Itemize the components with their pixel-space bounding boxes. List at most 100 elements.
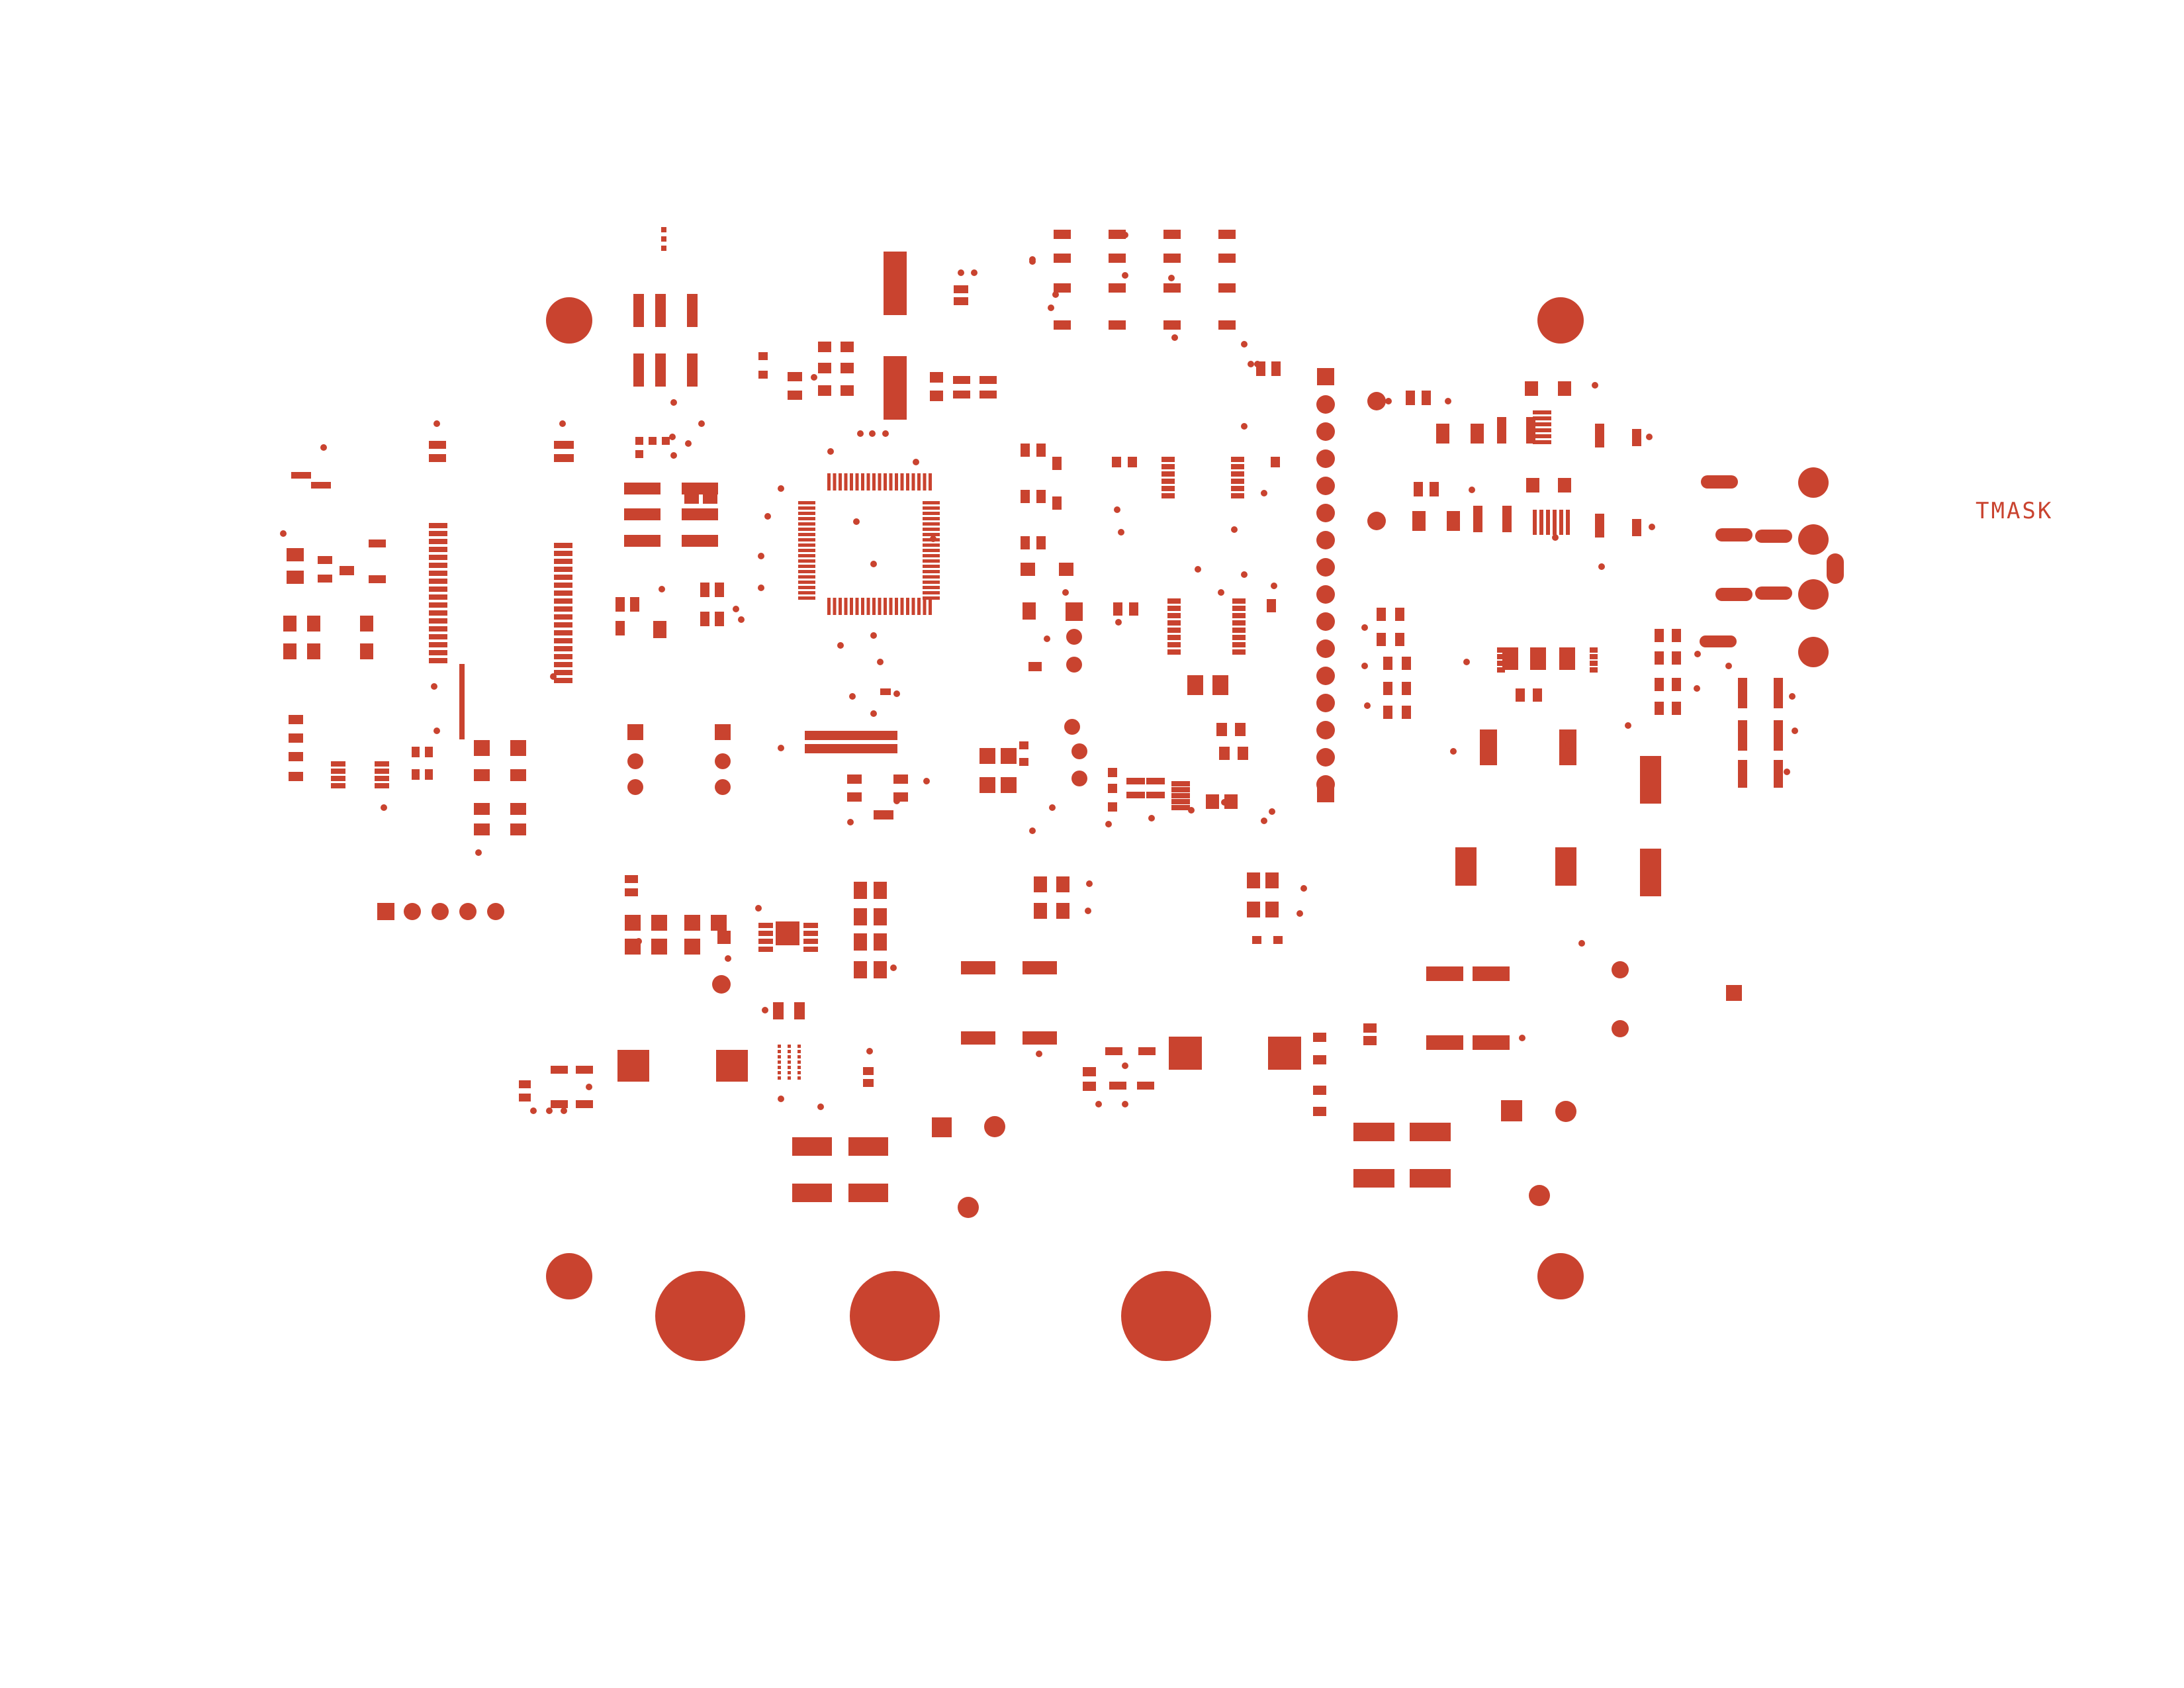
pad-104 xyxy=(1218,254,1236,263)
pad-361 xyxy=(1161,464,1175,469)
pad-230 xyxy=(624,535,660,547)
pad-124 xyxy=(291,472,311,479)
pad-357 xyxy=(1036,536,1046,549)
pad-17 xyxy=(827,473,831,491)
pad-223 xyxy=(432,903,449,920)
pad-81 xyxy=(798,570,815,573)
via xyxy=(659,586,665,592)
pad-142 xyxy=(429,586,447,592)
pad-139 xyxy=(429,563,447,568)
pad-31 xyxy=(866,473,870,491)
via xyxy=(913,459,919,465)
pad-13 xyxy=(1316,721,1335,739)
pad-523 xyxy=(1738,760,1747,788)
pad-251 xyxy=(841,342,854,352)
pad-387 xyxy=(1232,628,1246,633)
pad-555 xyxy=(1553,510,1557,535)
pad-243 xyxy=(715,583,724,597)
pad-195 xyxy=(289,733,303,743)
pad-207 xyxy=(425,747,433,757)
pad-478 xyxy=(1529,1185,1550,1206)
pad-334 xyxy=(1126,778,1145,784)
via xyxy=(1385,398,1392,404)
pad-518 xyxy=(1672,702,1681,715)
pad-280 xyxy=(879,744,888,753)
via xyxy=(893,798,900,804)
pad-458 xyxy=(1083,1067,1096,1076)
pad-246 xyxy=(758,352,768,360)
pad-3 xyxy=(1316,449,1335,468)
pad-556 xyxy=(1559,510,1563,535)
pad-335 xyxy=(1146,778,1165,784)
pad-23 xyxy=(844,473,848,491)
pad-296 xyxy=(625,915,641,931)
pad-235 xyxy=(649,437,657,445)
pad-505 xyxy=(1383,657,1392,670)
pad-162 xyxy=(554,622,572,628)
pad-259 xyxy=(979,376,997,384)
pad-199 xyxy=(331,769,345,774)
via xyxy=(1261,490,1267,496)
pad-260 xyxy=(953,391,970,399)
via xyxy=(1105,821,1112,827)
pad-546 xyxy=(1412,511,1426,531)
pad-281 xyxy=(888,744,897,753)
pad-69 xyxy=(798,538,815,541)
mounting-hole xyxy=(546,1253,592,1299)
pad-346 xyxy=(1066,602,1083,621)
pad-479 xyxy=(1612,961,1629,978)
pad-238 xyxy=(615,597,625,612)
pad-165 xyxy=(554,646,572,651)
pad-513 xyxy=(1655,651,1664,665)
pad-375 xyxy=(1167,598,1181,604)
pad-200 xyxy=(331,776,345,781)
pad-512 xyxy=(1672,629,1681,642)
pad-10 xyxy=(1316,639,1335,658)
pad-367 xyxy=(1231,464,1244,469)
pad-131 xyxy=(559,420,566,427)
via xyxy=(1062,589,1069,596)
pad-92 xyxy=(923,596,940,600)
pad-494 xyxy=(1497,667,1505,673)
pad-536 xyxy=(1525,381,1538,396)
pad-41 xyxy=(895,473,898,491)
pad-2 xyxy=(1316,422,1335,441)
pad-464 xyxy=(1313,1086,1326,1095)
pad-481 xyxy=(1726,985,1742,1001)
pad-283 xyxy=(893,774,908,784)
pad-401 xyxy=(1056,876,1069,892)
pad-272 xyxy=(805,744,814,753)
via xyxy=(1048,305,1054,311)
pad-146 xyxy=(429,618,447,624)
pad-490 xyxy=(1559,647,1575,670)
pad-286 xyxy=(874,810,893,820)
pad-499 xyxy=(1516,688,1525,702)
pad-214 xyxy=(474,803,490,815)
via xyxy=(837,642,844,649)
pad-141 xyxy=(429,579,447,584)
via xyxy=(1148,815,1155,821)
pad-321 xyxy=(712,975,731,994)
pad-526 xyxy=(1367,392,1386,410)
pad-60 xyxy=(923,512,940,515)
pad-409 xyxy=(1273,936,1283,944)
via xyxy=(882,430,889,437)
pad-394 xyxy=(1235,723,1246,736)
pad-503 xyxy=(1377,633,1386,646)
pad-415 xyxy=(716,1050,748,1082)
via xyxy=(849,693,856,700)
pad-161 xyxy=(554,614,572,620)
via xyxy=(1029,606,1036,612)
pad-182 xyxy=(287,571,304,584)
pad-94 xyxy=(884,356,907,420)
pad-412 xyxy=(961,1031,995,1045)
pad-186 xyxy=(369,575,386,583)
pad-154 xyxy=(554,559,572,564)
pad-14 xyxy=(1316,748,1335,767)
via xyxy=(1044,635,1050,642)
pad-62 xyxy=(923,517,940,520)
pad-520 xyxy=(1774,678,1783,708)
pad-444 xyxy=(576,1066,593,1074)
pad-386 xyxy=(1232,620,1246,626)
pad-45 xyxy=(906,473,909,491)
